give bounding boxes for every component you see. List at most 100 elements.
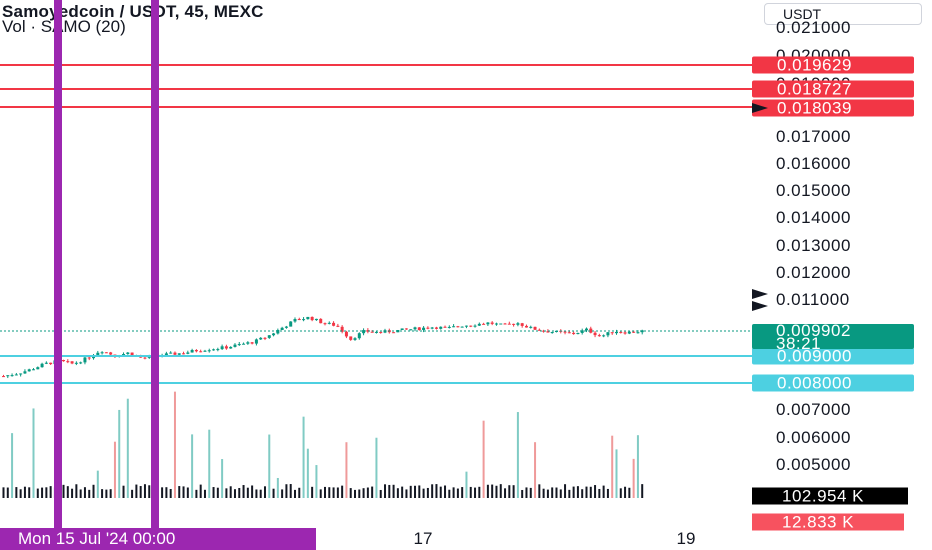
candle-body <box>130 352 134 356</box>
volume-bar <box>229 486 232 498</box>
chart-title: Samoyedcoin / USDT, 45, MEXC <box>2 2 264 21</box>
volume-bar <box>289 484 292 498</box>
volume-bar <box>169 488 172 498</box>
candle-body <box>284 326 288 328</box>
volume-bar <box>379 489 382 498</box>
volume-bar <box>23 486 26 498</box>
volume-bar <box>28 487 31 498</box>
candle-body <box>602 335 606 337</box>
candle-body <box>32 369 36 371</box>
volume-bar <box>465 471 468 498</box>
volume-bar <box>375 437 378 498</box>
line-price-badge-5: 0.008000 <box>752 374 914 392</box>
vertical-line-1[interactable] <box>54 0 62 528</box>
alert-flag-icon[interactable] <box>752 301 768 311</box>
volume-bar <box>109 489 112 498</box>
volume-bar <box>482 420 485 498</box>
currency-button[interactable]: USDT <box>764 3 922 25</box>
candle-body <box>280 327 284 331</box>
vertical-line-2[interactable] <box>151 0 159 550</box>
candle-body <box>443 326 447 328</box>
candle-body <box>542 330 546 332</box>
price-tick-label: 0.005000 <box>776 455 851 474</box>
volume-bar <box>589 486 592 498</box>
volume-bar <box>624 486 627 498</box>
alert-flag-icon[interactable] <box>752 103 768 113</box>
candle-body <box>619 331 623 333</box>
candle-body <box>203 350 207 352</box>
volume-indicator-label[interactable]: Vol · SAMO (20) <box>2 17 126 36</box>
candle-body <box>319 318 323 324</box>
horizontal-line-5[interactable] <box>0 382 752 384</box>
volume-bar <box>15 487 18 498</box>
candle-body <box>529 326 533 328</box>
volume-bar <box>405 489 408 498</box>
candle-body <box>79 362 83 364</box>
volume-bar <box>225 488 228 498</box>
candle-body <box>186 352 190 354</box>
alert-flag-icon[interactable] <box>752 289 768 299</box>
candle-body <box>623 332 627 334</box>
volume-bar <box>345 442 348 498</box>
volume-bar <box>628 487 631 498</box>
candle-body <box>323 323 327 325</box>
candle-body <box>567 332 571 334</box>
candle-body <box>576 332 580 335</box>
candle-body <box>173 352 177 355</box>
candle-body <box>460 326 464 328</box>
volume-bar <box>2 487 5 498</box>
volume-bar <box>452 487 455 498</box>
candle-body <box>14 374 18 376</box>
volume-bar <box>66 486 69 498</box>
line-price-badge-2: 0.018727 <box>752 80 914 98</box>
candle-body <box>314 318 318 321</box>
candle-body <box>2 376 5 378</box>
candle-body <box>164 353 168 356</box>
volume-bar <box>191 434 194 498</box>
horizontal-line-1[interactable] <box>0 64 752 66</box>
volume-bar <box>564 484 567 498</box>
candle-body <box>452 326 456 328</box>
volume-bar <box>418 485 421 498</box>
candle-body <box>627 331 631 334</box>
candle-body <box>190 350 194 353</box>
volume-bar <box>83 487 86 498</box>
time-axis-label: 17 <box>413 529 433 548</box>
volume-bar <box>598 488 601 498</box>
volume-bar <box>11 433 14 498</box>
volume-bar <box>182 486 185 498</box>
candle-body <box>580 330 584 333</box>
candle-body <box>434 327 438 329</box>
volume-bar <box>221 459 224 498</box>
candle-body <box>417 327 421 330</box>
candle-body <box>96 352 100 356</box>
volume-bar <box>632 458 635 498</box>
candle-body <box>400 328 404 330</box>
candle-body <box>374 331 378 333</box>
volume-bar <box>315 465 318 498</box>
candle-body <box>310 316 314 321</box>
volume-bar <box>285 484 288 498</box>
volume-bar <box>422 488 425 498</box>
candles <box>2 316 644 379</box>
volume-bar <box>324 486 326 498</box>
line-price-badge-4: 0.009000 <box>752 347 914 365</box>
volume-bar <box>456 488 459 498</box>
candle-body <box>524 325 528 328</box>
volume-bar <box>396 488 399 498</box>
horizontal-line-2[interactable] <box>0 88 752 90</box>
candle-body <box>212 349 216 351</box>
horizontal-line-4[interactable] <box>0 355 752 357</box>
horizontal-line-3[interactable] <box>0 106 752 108</box>
volume-bar <box>92 484 95 498</box>
candle-body <box>366 330 370 332</box>
candle-body <box>572 332 576 335</box>
candle-body <box>430 327 434 329</box>
volume-bar <box>272 488 275 498</box>
candle-body <box>126 352 130 355</box>
volume-bar <box>161 487 164 498</box>
candle-body <box>259 337 263 340</box>
candle-body <box>550 332 554 334</box>
candle-body <box>233 344 237 347</box>
